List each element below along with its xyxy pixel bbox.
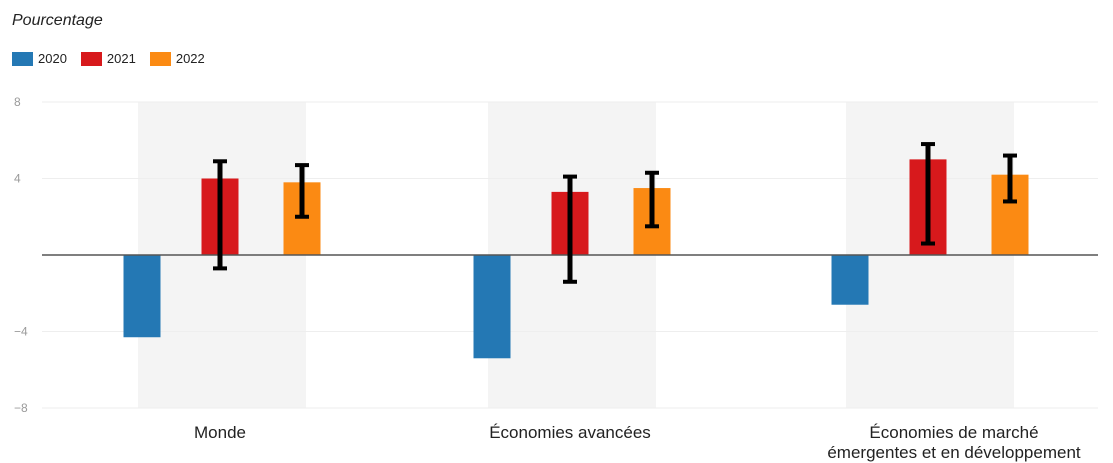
category-label-2: Économies de marché émergentes et en déve… (827, 423, 1081, 462)
category-label-line-0-0: Monde (194, 423, 246, 442)
category-label-line-1-0: Économies avancées (489, 423, 651, 442)
legend-label-2020: 2020 (38, 51, 67, 66)
legend-item-2020: 2020 (12, 51, 67, 66)
category-label-line-2-1: émergentes et en développement (827, 443, 1081, 462)
y-tick-label-4: 4 (14, 172, 21, 186)
category-label-1: Économies avancées (489, 423, 651, 442)
y-tick-label-8: 8 (14, 95, 21, 109)
bar-2020-0 (123, 255, 161, 338)
legend-swatch-2021 (80, 51, 102, 66)
legend-swatch-2020 (12, 51, 33, 66)
category-label-line-2-0: Économies de marché (869, 423, 1038, 442)
legend: 2020 2021 2022 (12, 51, 219, 66)
y-tick-label--8: −8 (14, 401, 28, 415)
legend-label-2022: 2022 (175, 51, 205, 66)
bar-2020-1 (473, 255, 511, 359)
bar-2020-2 (831, 255, 869, 305)
y-tick-label--4: −4 (14, 325, 28, 339)
category-label-0: Monde (194, 423, 246, 442)
legend-swatch-2022 (149, 51, 171, 66)
legend-item-2022: 2022 (149, 51, 205, 66)
legend-item-2021: 2021 (80, 51, 136, 66)
y-unit-label: Pourcentage (12, 12, 103, 29)
legend-label-2021: 2021 (106, 51, 136, 66)
